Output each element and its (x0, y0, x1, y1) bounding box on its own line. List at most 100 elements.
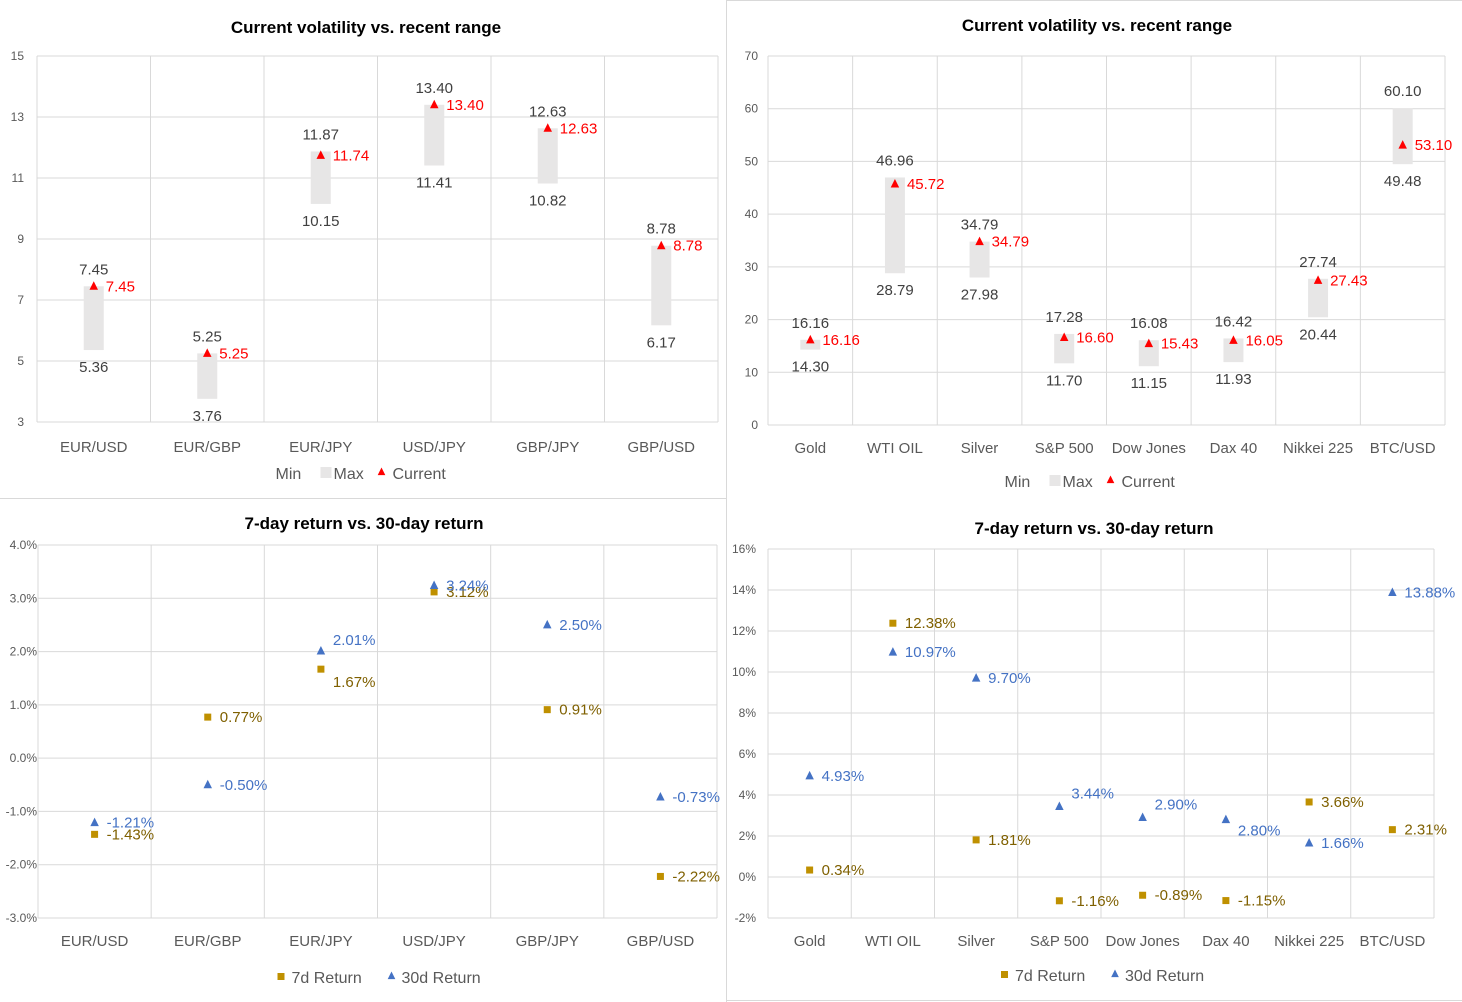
current-data-label: 5.25 (219, 345, 248, 362)
range-bar (537, 128, 558, 184)
thirty-day-data-label: 10.97% (905, 644, 956, 661)
frame-top-border-right (727, 0, 1462, 1)
current-data-label: 13.40 (446, 97, 484, 114)
current-marker (806, 334, 815, 344)
x-category-label: USD/JPY (402, 933, 465, 950)
chart-title: 7-day return vs. 30-day return (244, 514, 483, 533)
chart-title: 7-day return vs. 30-day return (974, 519, 1213, 538)
min-data-label: 3.76 (193, 408, 222, 425)
thirty-day-data-label: 3.44% (1071, 785, 1114, 802)
y-tick-label: 15 (11, 49, 25, 63)
thirty-day-data-label: -0.73% (672, 789, 720, 806)
x-category-label: Gold (794, 933, 826, 950)
thirty-day-marker (90, 817, 99, 827)
x-category-label: Dow Jones (1112, 440, 1186, 457)
min-data-label: 28.79 (876, 282, 914, 299)
thirty-day-data-label: 2.80% (1238, 823, 1281, 840)
range-bar (424, 104, 445, 166)
x-category-label: EUR/JPY (289, 439, 352, 456)
x-category-label: GBP/JPY (516, 933, 579, 950)
legend-label-max: Max (1063, 474, 1093, 491)
legend-label-thirty-day: 30d Return (1125, 968, 1204, 985)
thirty-day-data-label: 4.93% (822, 768, 865, 785)
thirty-day-marker (429, 580, 439, 589)
range-bar (1054, 333, 1075, 364)
y-tick-label: -2.0% (6, 858, 38, 872)
x-category-label: EUR/GBP (173, 439, 241, 456)
seven-day-data-label: 12.38% (905, 615, 956, 632)
x-category-label: BTC/USD (1370, 440, 1436, 457)
y-tick-label: 4% (739, 788, 757, 802)
min-data-label: 11.70 (1046, 372, 1082, 389)
seven-day-marker (889, 619, 897, 627)
min-data-label: 10.82 (529, 192, 567, 209)
legend-label-current: Current (1122, 474, 1176, 491)
seven-day-data-label: -1.15% (1238, 893, 1286, 910)
thirty-day-marker (656, 792, 665, 801)
y-tick-label: 3.0% (10, 591, 38, 605)
range-bar (83, 286, 104, 351)
x-category-label: USD/JPY (403, 439, 466, 456)
seven-day-data-label: 2.31% (1404, 822, 1447, 839)
range-bar (884, 177, 905, 274)
max-data-label: 27.74 (1299, 254, 1337, 271)
min-data-label: 11.15 (1131, 375, 1167, 392)
min-data-label: 10.15 (302, 213, 340, 230)
y-tick-label: 10 (745, 365, 759, 379)
thirty-day-data-label: -1.21% (107, 815, 155, 832)
min-data-label: 49.48 (1384, 173, 1422, 190)
thirty-day-data-label: 2.90% (1155, 797, 1198, 814)
y-tick-label: 2% (739, 829, 757, 843)
chart-title: Current volatility vs. recent range (962, 16, 1232, 35)
x-category-label: Dax 40 (1210, 440, 1258, 457)
min-data-label: 11.41 (416, 174, 452, 191)
current-data-label: 16.05 (1245, 332, 1283, 349)
chart-asset-volatility: Current volatility vs. recent range 0 10 2… (745, 16, 1453, 491)
min-data-label: 14.30 (792, 359, 830, 376)
max-data-label: 8.78 (647, 221, 676, 238)
x-category-label: EUR/USD (61, 933, 129, 950)
thirty-day-data-label: 2.50% (559, 617, 602, 634)
x-category-label: Gold (794, 440, 826, 457)
seven-day-data-label: -2.22% (672, 868, 720, 885)
y-tick-label: 9 (17, 232, 24, 246)
x-category-label: S&P 500 (1030, 933, 1089, 950)
y-tick-label: -2% (735, 911, 757, 925)
y-tick-label: 40 (745, 207, 759, 221)
max-data-label: 17.28 (1045, 309, 1083, 326)
seven-day-data-label: 0.91% (559, 702, 602, 719)
seven-day-marker (972, 836, 980, 844)
frame-divider-vertical (726, 0, 727, 1002)
x-category-label: GBP/JPY (516, 439, 579, 456)
x-category-label: GBP/USD (627, 933, 695, 950)
max-data-label: 5.25 (193, 328, 222, 345)
x-category-label: S&P 500 (1035, 440, 1094, 457)
current-marker (1059, 332, 1069, 341)
range-bar (651, 245, 672, 326)
current-marker (316, 150, 325, 159)
chart-title: Current volatility vs. recent range (231, 18, 501, 37)
y-tick-label: 60 (745, 102, 759, 116)
current-data-label: 34.79 (992, 234, 1030, 251)
range-bar (1392, 108, 1413, 165)
chart-panel-fx-returns: 7-day return vs. 30-day return -3.0% -2.0… (0, 499, 726, 1002)
y-tick-label: 0.0% (10, 751, 38, 765)
max-data-label: 11.87 (303, 126, 339, 143)
x-category-label: WTI OIL (865, 933, 921, 950)
max-data-label: 34.79 (961, 217, 999, 234)
seven-day-data-label: 1.67% (333, 674, 376, 691)
thirty-day-data-label: 13.88% (1404, 584, 1455, 601)
x-category-label: Silver (961, 440, 999, 457)
seven-day-data-label: 0.77% (220, 709, 263, 726)
y-tick-label: 30 (745, 260, 759, 274)
current-marker (1398, 140, 1407, 149)
y-tick-label: 13 (11, 110, 25, 124)
seven-day-data-label: 1.81% (988, 832, 1031, 849)
x-category-label: Dax 40 (1202, 933, 1250, 950)
current-data-label: 45.72 (907, 176, 945, 193)
max-data-label: 60.10 (1384, 83, 1422, 100)
chart-asset-returns: 7-day return vs. 30-day return -2% 0% 2% 4%… (732, 519, 1455, 985)
thirty-day-marker (805, 770, 814, 780)
seven-day-marker (806, 866, 814, 874)
current-data-label: 7.45 (106, 278, 135, 295)
